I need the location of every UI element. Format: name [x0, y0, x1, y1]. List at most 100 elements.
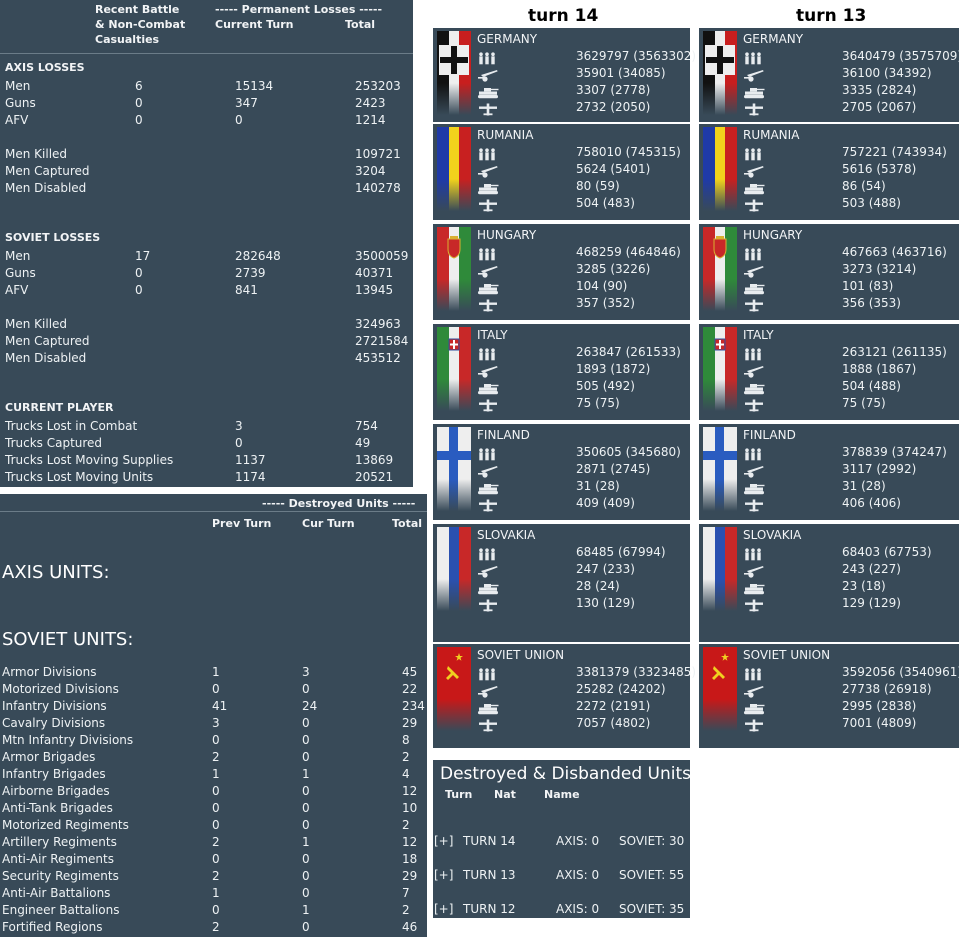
nation-value: 7001 (4809)	[842, 716, 917, 730]
destroyed-row-cur: 3	[302, 665, 310, 679]
nation-value: 2995 (2838)	[842, 699, 917, 713]
plane-icon	[477, 197, 499, 212]
destroyed-row-total: 10	[402, 801, 418, 815]
expand-toggle[interactable]: [+]	[434, 868, 454, 882]
nation-value: 35901 (34085)	[576, 66, 666, 80]
loss-row-label: Men	[5, 249, 31, 263]
tank-icon	[477, 380, 499, 395]
nation-value: 5624 (5401)	[576, 162, 651, 176]
nation-value: 504 (488)	[842, 379, 901, 393]
loss-row-recent: 0	[135, 266, 143, 280]
infantry-icon	[743, 146, 765, 161]
soviet-flag	[437, 647, 471, 731]
col-prev-turn: Prev Turn	[212, 517, 272, 530]
destroyed-row-prev: 41	[212, 699, 228, 713]
loss-extra-total: 2721584	[355, 334, 409, 348]
nation-value: 2871 (2745)	[576, 462, 651, 476]
axis-units-title: AXIS UNITS:	[2, 562, 110, 583]
destroyed-units-panel: ----- Destroyed Units ----- Prev Turn Cu…	[0, 494, 427, 937]
nation-value: 503 (488)	[842, 196, 901, 210]
gun-icon	[743, 163, 765, 178]
germany-flag	[437, 31, 471, 115]
soviet-losses-title: SOVIET LOSSES	[5, 231, 101, 244]
nation-value: 3307 (2778)	[576, 83, 651, 97]
expand-toggle[interactable]: [+]	[434, 902, 454, 916]
nation-name: ITALY	[743, 328, 774, 342]
nation-gap-strip	[699, 632, 959, 642]
destroyed-row-cur: 0	[302, 886, 310, 900]
nation-value: 3335 (2824)	[842, 83, 917, 97]
destroyed-row-cur: 1	[302, 835, 310, 849]
plane-icon	[743, 397, 765, 412]
destroyed-row-label: Armor Divisions	[2, 665, 97, 679]
destroyed-row-prev: 0	[212, 784, 220, 798]
destroyed-row-label: Motorized Divisions	[2, 682, 119, 696]
nation-value: 757221 (743934)	[842, 145, 947, 159]
plane-icon	[743, 597, 765, 612]
tank-icon	[477, 580, 499, 595]
loss-row-current: 0	[235, 113, 243, 127]
col-nat: Nat	[494, 788, 516, 801]
nation-value: 5616 (5378)	[842, 162, 917, 176]
gun-icon	[743, 363, 765, 378]
nation-value: 263847 (261533)	[576, 345, 681, 359]
loss-row-total: 2423	[355, 96, 386, 110]
player-row-current: 1174	[235, 470, 266, 484]
slovakia-flag	[437, 527, 471, 611]
loss-row-recent: 0	[135, 283, 143, 297]
tank-icon	[743, 700, 765, 715]
destroyed-row-cur: 0	[302, 733, 310, 747]
loss-row-current: 347	[235, 96, 258, 110]
nation-value: 101 (83)	[842, 279, 894, 293]
permanent-losses-panel: Recent Battle & Non-Combat Casualties --…	[0, 0, 413, 487]
loss-row-recent: 17	[135, 249, 151, 263]
disbanded-axis: AXIS: 0	[556, 834, 600, 848]
gun-icon	[477, 163, 499, 178]
player-row-total: 754	[355, 419, 378, 433]
destroyed-row-total: 4	[402, 767, 410, 781]
nation-value: 7057 (4802)	[576, 716, 651, 730]
infantry-icon	[477, 50, 499, 65]
destroyed-row-prev: 2	[212, 920, 220, 934]
nation-value: 23 (18)	[842, 579, 886, 593]
destroyed-row-prev: 1	[212, 665, 220, 679]
nation-value: 3117 (2992)	[842, 462, 917, 476]
gun-icon	[477, 683, 499, 698]
loss-extra-total: 324963	[355, 317, 401, 331]
nation-value: 467663 (463716)	[842, 245, 947, 259]
player-row-label: Trucks Lost in Combat	[5, 419, 138, 433]
destroyed-row-total: 8	[402, 733, 410, 747]
destroyed-row-total: 2	[402, 903, 410, 917]
player-row-total: 49	[355, 436, 371, 450]
nation-value: 130 (129)	[576, 596, 635, 610]
player-row-label: Trucks Lost Moving Supplies	[5, 453, 174, 467]
expand-toggle[interactable]: [+]	[434, 834, 454, 848]
destroyed-row-label: Airborne Brigades	[2, 784, 110, 798]
destroyed-row-cur: 0	[302, 750, 310, 764]
nation-value: 505 (492)	[576, 379, 635, 393]
rumania-flag	[437, 127, 471, 211]
destroyed-row-cur: 0	[302, 869, 310, 883]
disbanded-turn: TURN 12	[463, 902, 516, 916]
loss-row-total: 40371	[355, 266, 394, 280]
nation-value: 758010 (745315)	[576, 145, 681, 159]
gun-icon	[743, 683, 765, 698]
player-row-total: 13869	[355, 453, 394, 467]
destroyed-row-label: Motorized Regiments	[2, 818, 129, 832]
italy-flag	[703, 327, 737, 411]
plane-icon	[743, 497, 765, 512]
tank-icon	[743, 84, 765, 99]
disbanded-turn: TURN 13	[463, 868, 516, 882]
destroyed-row-label: Security Regiments	[2, 869, 119, 883]
nation-value: 243 (227)	[842, 562, 901, 576]
destroyed-row-label: Anti-Air Battalions	[2, 886, 111, 900]
gun-icon	[477, 263, 499, 278]
nation-name: SOVIET UNION	[743, 648, 831, 662]
nation-value: 80 (59)	[576, 179, 620, 193]
loss-extra-label: Men Captured	[5, 164, 90, 178]
nation-name: RUMANIA	[743, 128, 800, 142]
destroyed-row-cur: 0	[302, 818, 310, 832]
loss-row-label: Men	[5, 79, 31, 93]
destroyed-row-label: Infantry Divisions	[2, 699, 107, 713]
loss-extra-label: Men Killed	[5, 147, 68, 161]
